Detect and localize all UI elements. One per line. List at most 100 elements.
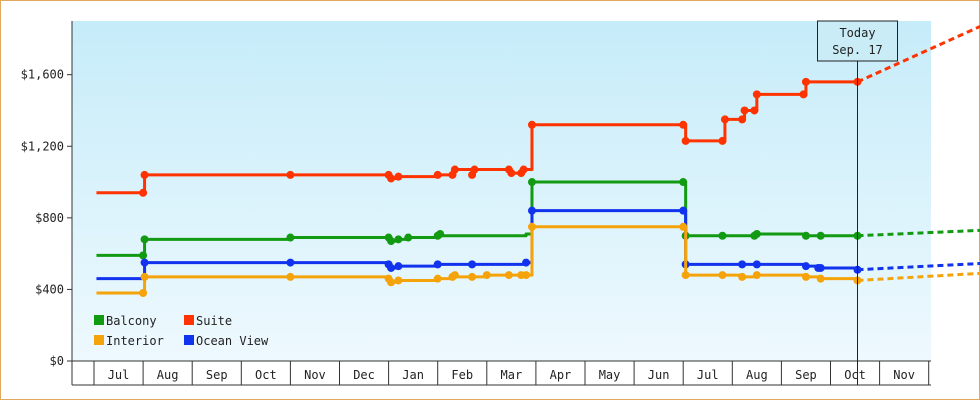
- legend-label-interior: Interior: [106, 334, 164, 348]
- x-tick-label: Sep: [206, 368, 228, 382]
- data-point-interior[interactable]: [482, 271, 491, 280]
- data-point-balcony[interactable]: [718, 231, 727, 240]
- data-point-suite[interactable]: [801, 77, 810, 86]
- data-point-interior[interactable]: [504, 271, 513, 280]
- x-tick-label: Oct: [844, 368, 866, 382]
- data-point-interior[interactable]: [718, 271, 727, 280]
- x-tick-label: Jun: [648, 368, 670, 382]
- data-point-balcony[interactable]: [679, 178, 688, 187]
- data-point-balcony[interactable]: [801, 231, 810, 240]
- plot-background: [72, 21, 931, 361]
- data-point-suite[interactable]: [519, 165, 528, 174]
- data-point-suite[interactable]: [140, 170, 149, 179]
- data-point-ocean-view[interactable]: [801, 262, 810, 271]
- today-marker: Today Sep. 17: [817, 20, 899, 385]
- data-point-ocean-view[interactable]: [752, 260, 761, 269]
- data-point-interior[interactable]: [433, 274, 442, 283]
- legend: Balcony Suite Interior Ocean View: [94, 314, 269, 348]
- x-tick-label: Jul: [697, 368, 719, 382]
- data-point-interior[interactable]: [681, 271, 690, 280]
- legend-label-balcony: Balcony: [106, 314, 157, 328]
- data-point-ocean-view[interactable]: [286, 258, 295, 267]
- data-point-suite[interactable]: [720, 115, 729, 124]
- data-point-suite[interactable]: [387, 174, 396, 183]
- data-point-ocean-view[interactable]: [140, 258, 149, 267]
- data-point-ocean-view[interactable]: [738, 260, 747, 269]
- projection-line-balcony: [857, 228, 980, 238]
- data-point-balcony[interactable]: [286, 233, 295, 242]
- legend-swatch-balcony: [94, 315, 104, 325]
- data-point-interior[interactable]: [738, 272, 747, 281]
- data-point-suite[interactable]: [527, 120, 536, 129]
- x-tick-label: Nov: [893, 368, 915, 382]
- x-tick-label: Aug: [157, 368, 179, 382]
- data-point-interior[interactable]: [816, 274, 825, 283]
- data-point-interior[interactable]: [752, 271, 761, 280]
- data-point-balcony[interactable]: [404, 233, 413, 242]
- data-point-interior[interactable]: [801, 272, 810, 281]
- data-point-suite[interactable]: [738, 115, 747, 124]
- data-point-balcony[interactable]: [387, 237, 396, 246]
- data-point-interior[interactable]: [286, 272, 295, 281]
- x-tick-label: Jan: [402, 368, 424, 382]
- data-point-interior[interactable]: [139, 289, 148, 297]
- data-point-balcony[interactable]: [140, 235, 149, 244]
- data-point-suite[interactable]: [433, 170, 442, 179]
- x-tick-label: Dec: [353, 368, 375, 382]
- legend-swatch-suite: [184, 315, 194, 325]
- data-point-ocean-view[interactable]: [468, 260, 477, 269]
- x-tick-label: May: [599, 368, 621, 382]
- data-point-ocean-view[interactable]: [522, 258, 531, 267]
- data-point-suite[interactable]: [470, 165, 479, 174]
- data-point-suite[interactable]: [681, 136, 690, 145]
- data-point-suite[interactable]: [394, 172, 403, 181]
- data-point-suite[interactable]: [679, 120, 688, 129]
- y-tick-label: $1,200: [21, 139, 64, 153]
- data-point-interior[interactable]: [450, 271, 459, 280]
- data-point-interior[interactable]: [468, 272, 477, 281]
- data-point-ocean-view[interactable]: [433, 260, 442, 269]
- data-point-suite[interactable]: [507, 169, 516, 178]
- data-point-suite[interactable]: [286, 170, 295, 179]
- data-point-balcony[interactable]: [394, 235, 403, 244]
- data-point-interior[interactable]: [394, 276, 403, 285]
- data-point-interior[interactable]: [679, 222, 688, 231]
- data-point-ocean-view[interactable]: [527, 206, 536, 215]
- data-point-interior[interactable]: [140, 272, 149, 281]
- projection-line-interior: [857, 271, 980, 282]
- projection-line-suite: [856, 25, 980, 84]
- data-point-balcony[interactable]: [139, 251, 148, 260]
- legend-label-suite: Suite: [196, 314, 232, 328]
- y-tick-label: $1,600: [21, 68, 64, 82]
- legend-label-ocean-view: Ocean View: [196, 334, 269, 348]
- data-point-suite[interactable]: [799, 90, 808, 99]
- legend-swatch-interior: [94, 335, 104, 345]
- data-point-balcony[interactable]: [527, 178, 536, 187]
- data-point-suite[interactable]: [740, 106, 749, 115]
- data-point-ocean-view[interactable]: [816, 263, 825, 272]
- axes: $0 $400 $800 $1,200 $1,600 Jul Aug Sep Oct Nov Dec…: [21, 21, 931, 386]
- today-date: Sep. 17: [832, 43, 883, 57]
- projection-line-ocean-view: [857, 261, 980, 272]
- data-point-suite[interactable]: [450, 165, 459, 174]
- x-tick-label: Oct: [255, 368, 277, 382]
- data-point-balcony[interactable]: [816, 231, 825, 240]
- data-point-suite[interactable]: [750, 106, 759, 115]
- data-point-balcony[interactable]: [436, 229, 445, 238]
- data-point-interior[interactable]: [387, 278, 396, 287]
- x-tick-label: Jul: [108, 368, 130, 382]
- data-point-suite[interactable]: [752, 90, 761, 99]
- data-point-ocean-view[interactable]: [387, 263, 396, 272]
- data-point-suite[interactable]: [139, 188, 148, 197]
- x-tick-label: Sep: [795, 368, 817, 382]
- data-point-balcony[interactable]: [752, 229, 761, 238]
- x-tick-label: Nov: [304, 368, 326, 382]
- data-point-interior[interactable]: [522, 271, 531, 280]
- x-tick-label: Mar: [501, 368, 523, 382]
- data-point-ocean-view[interactable]: [394, 262, 403, 271]
- data-point-ocean-view[interactable]: [679, 206, 688, 215]
- data-point-suite[interactable]: [718, 136, 727, 145]
- data-point-interior[interactable]: [527, 222, 536, 231]
- y-tick-label: $400: [35, 282, 64, 296]
